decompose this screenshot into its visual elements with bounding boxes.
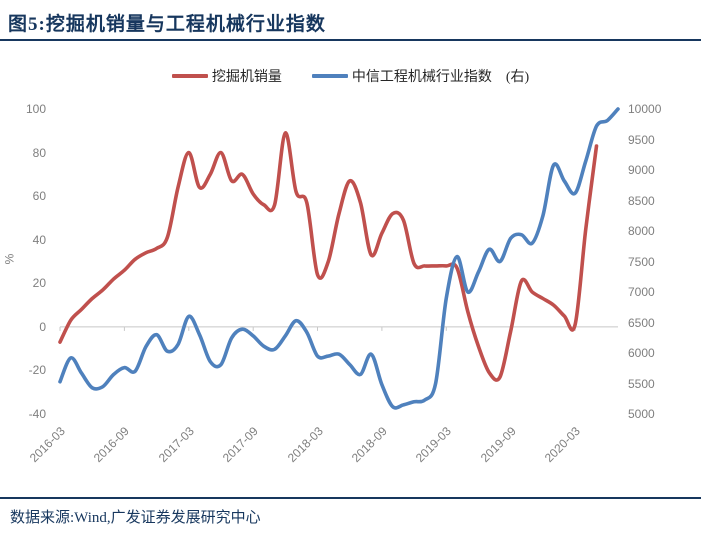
legend-swatch-red-line xyxy=(171,74,208,78)
y-left-tick-label: -40 xyxy=(28,407,46,421)
y-right-tick-label: 8000 xyxy=(628,224,655,238)
y-right-tick-label: 9500 xyxy=(628,132,655,147)
legend-item-excavator-sales: 挖掘机销量 xyxy=(171,66,282,86)
y-right-tick-label: 9000 xyxy=(628,163,655,177)
legend-swatch-blue-line xyxy=(311,74,348,78)
data-source-text: 数据来源:Wind,广发证券发展研究中心 xyxy=(10,510,261,526)
legend-label: 中信工程机械行业指数 (右) xyxy=(351,70,530,85)
page-title: 图5:挖掘机销量与工程机械行业指数 xyxy=(8,14,326,35)
y-right-tick-label: 7500 xyxy=(628,254,655,269)
source-divider xyxy=(0,497,701,499)
chart-legend: 挖掘机销量 中信工程机械行业指数 (右) xyxy=(0,66,701,86)
y-right-tick-label: 5000 xyxy=(628,407,655,421)
y-right-tick-label: 8500 xyxy=(628,193,655,208)
legend-item-machinery-index: 中信工程机械行业指数 (右) xyxy=(311,66,530,86)
y-right-tick-label: 10000 xyxy=(628,102,662,116)
y-left-tick-label: 40 xyxy=(32,232,46,247)
y-left-tick-label: 60 xyxy=(32,189,46,204)
y-left-tick-label: 100 xyxy=(25,102,46,116)
y-axis-unit-label: % xyxy=(2,253,17,265)
y-left-tick-label: -20 xyxy=(28,363,46,378)
y-right-tick-label: 5500 xyxy=(628,376,655,391)
title-divider xyxy=(0,39,701,41)
y-right-tick-label: 7000 xyxy=(628,285,655,299)
y-right-tick-label: 6000 xyxy=(628,346,655,360)
y-left-tick-label: 0 xyxy=(39,319,46,334)
y-right-tick-label: 6500 xyxy=(628,315,655,330)
legend-label: 挖掘机销量 xyxy=(211,70,282,85)
y-left-tick-label: 80 xyxy=(32,145,46,160)
y-left-tick-label: 20 xyxy=(32,276,46,291)
